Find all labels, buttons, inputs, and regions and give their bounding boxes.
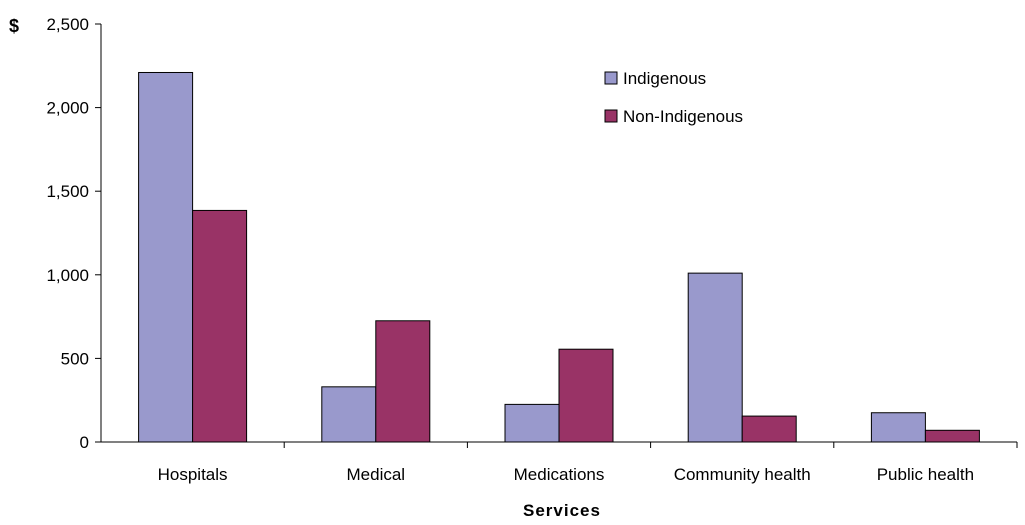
category-labels: Hospitals Medical Medications Community hea… bbox=[158, 465, 974, 484]
bar-non-indigenous-hospitals bbox=[192, 209, 248, 443]
category-label: Hospitals bbox=[158, 465, 228, 484]
x-axis-ticks bbox=[283, 442, 1018, 448]
legend: Indigenous Non-Indigenous bbox=[604, 69, 743, 126]
bar-indigenous-medical bbox=[321, 386, 377, 443]
bar-indigenous-public-health bbox=[870, 412, 926, 443]
y-tick-label: 2,500 bbox=[46, 15, 89, 34]
legend-label: Non-Indigenous bbox=[623, 107, 743, 126]
legend-label: Indigenous bbox=[623, 69, 706, 88]
y-tick-label: 1,000 bbox=[46, 266, 89, 285]
legend-swatch bbox=[604, 109, 618, 123]
bar-indigenous-medications bbox=[504, 403, 560, 443]
bar-non-indigenous-community-health bbox=[741, 415, 797, 443]
category-label: Public health bbox=[877, 465, 974, 484]
bar-non-indigenous-medications bbox=[558, 348, 614, 443]
y-axis-ticks: 0 500 1,000 1,500 2,000 2,500 bbox=[46, 15, 101, 452]
bars bbox=[138, 71, 980, 443]
y-axis-unit-label: $ bbox=[9, 16, 19, 36]
y-tick-label: 0 bbox=[80, 433, 89, 452]
category-label: Medical bbox=[347, 465, 406, 484]
bar-indigenous-community-health bbox=[687, 272, 743, 443]
category-label: Community health bbox=[674, 465, 811, 484]
x-axis-title: Services bbox=[523, 501, 601, 520]
y-tick-label: 1,500 bbox=[46, 182, 89, 201]
bar-non-indigenous-public-health bbox=[924, 429, 980, 443]
category-label: Medications bbox=[514, 465, 605, 484]
bar-indigenous-hospitals bbox=[138, 71, 194, 443]
bar-non-indigenous-medical bbox=[375, 320, 431, 443]
y-tick-label: 500 bbox=[61, 349, 89, 368]
legend-swatch bbox=[604, 71, 618, 85]
y-tick-label: 2,000 bbox=[46, 99, 89, 118]
